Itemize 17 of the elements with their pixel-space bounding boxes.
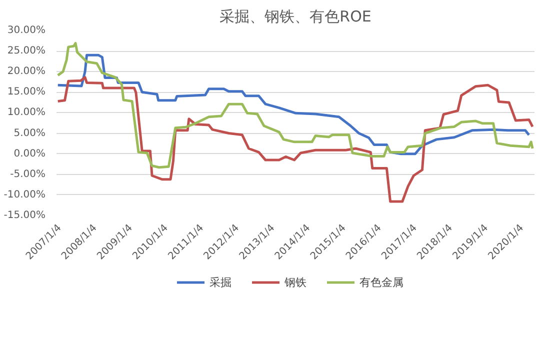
y-tick-label: 20.00%	[7, 66, 46, 78]
y-tick-label: 25.00%	[7, 46, 46, 57]
legend-label: 有色金属	[360, 274, 404, 290]
y-tick-label: 5.00%	[14, 128, 46, 139]
legend-label: 钢铁	[284, 274, 306, 290]
line-series	[56, 42, 534, 169]
y-tick-label: 10.00%	[7, 107, 46, 118]
line-series	[56, 54, 530, 156]
y-tick-label: 0.00%	[14, 148, 46, 160]
y-tick-label: -5.00%	[10, 168, 46, 180]
y-tick-label: -15.00%	[4, 210, 46, 221]
y-tick-label: 30.00%	[7, 25, 46, 36]
line-series	[56, 76, 534, 203]
y-tick-label: 15.00%	[7, 86, 46, 98]
y-tick-label: -10.00%	[4, 189, 46, 200]
chart-title: 采掘、钢铁、有色ROE	[220, 8, 372, 26]
legend-label: 采掘	[210, 274, 232, 290]
